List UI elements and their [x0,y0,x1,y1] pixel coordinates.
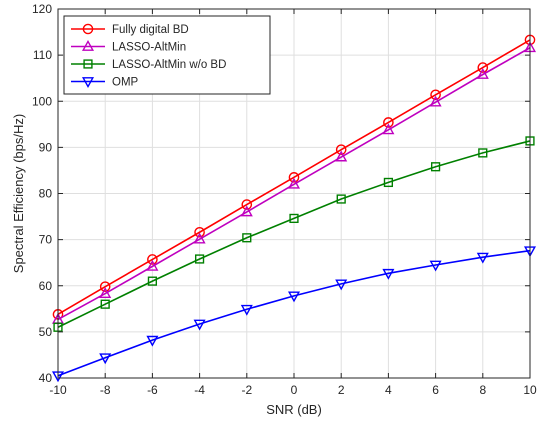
data-point [242,233,252,243]
series-layer [51,34,537,383]
data-point [194,254,205,264]
x-tick-label: 4 [385,383,392,397]
legend-marker [83,59,93,69]
data-point [147,276,158,286]
series-0 [52,34,536,320]
y-tick-label: 90 [39,140,53,154]
data-point [335,150,348,162]
data-point [100,299,110,309]
y-tick-label: 110 [33,48,52,62]
x-tick-label: 2 [338,383,345,397]
data-point [147,254,158,265]
y-tick-label: 120 [32,2,52,16]
data-point [288,172,300,183]
data-point [430,89,441,101]
x-tick-label: 0 [291,383,298,397]
data-point [335,279,348,291]
tick-layer: -10 -8 -6 -4 -2 0 2 4 6 8 10 40 50 60 70 80 90 100 110 120 [32,2,537,397]
data-point [193,319,206,331]
data-point [429,95,442,107]
data-point [193,232,206,244]
series-line [57,140,531,328]
legend-marker [81,39,95,51]
data-point [99,281,111,292]
y-tick-label: 50 [39,325,53,339]
data-point [99,287,112,298]
data-point [240,205,253,217]
data-point [429,260,442,272]
y-tick-label: 60 [39,279,53,293]
x-tick-label: -4 [194,383,205,397]
data-point [146,335,159,347]
data-point [241,199,253,210]
x-tick-label: -8 [100,383,111,397]
series-2 [53,136,535,332]
data-point [383,117,394,128]
data-point [287,177,301,189]
legend: Fully digital BD LASSO-AltMin LASSO-AltMin… [63,15,271,95]
series-line [57,39,531,316]
legend-entry: Fully digital BD [71,23,189,36]
legend-label: OMP [112,77,139,89]
x-tick-label: -6 [147,383,158,397]
data-point [287,291,301,303]
series-3 [51,246,537,383]
legend-label: LASSO-AltMin w/o BD [112,59,226,71]
x-tick-label: 10 [523,383,537,397]
x-tick-label: 6 [432,383,439,397]
legend-marker [82,23,94,35]
data-point [477,62,489,73]
data-point [430,162,441,172]
data-point [383,177,394,188]
data-point [335,144,347,155]
series-1 [51,41,537,324]
legend-label: Fully digital BD [112,24,189,36]
data-point [146,259,159,271]
data-point [382,123,395,135]
data-point [476,67,489,79]
y-tick-label: 40 [39,371,53,385]
data-point [382,268,395,280]
legend-entry: LASSO-AltMin w/o BD [71,59,226,71]
data-point [194,226,205,238]
data-point [336,194,346,204]
legend-label: LASSO-AltMin [112,42,186,54]
legend-entry: LASSO-AltMin [71,39,186,54]
data-point [478,148,488,158]
legend-entry: OMP [71,77,139,89]
legend-marker [81,77,95,89]
data-point [240,304,253,316]
series-line [57,249,531,377]
x-tick-label: -10 [49,383,67,397]
y-axis-label: Spectral Efficiency (bps/Hz) [11,114,26,273]
y-tick-label: 100 [32,94,52,108]
data-point [476,252,489,264]
y-tick-label: 80 [39,187,53,201]
y-tick-label: 70 [39,233,53,247]
x-tick-label: 8 [479,383,486,397]
data-point [99,353,112,365]
series-line [57,47,531,321]
x-axis-label: SNR (dB) [266,402,322,417]
data-point [289,213,299,224]
x-tick-label: -2 [241,383,252,397]
